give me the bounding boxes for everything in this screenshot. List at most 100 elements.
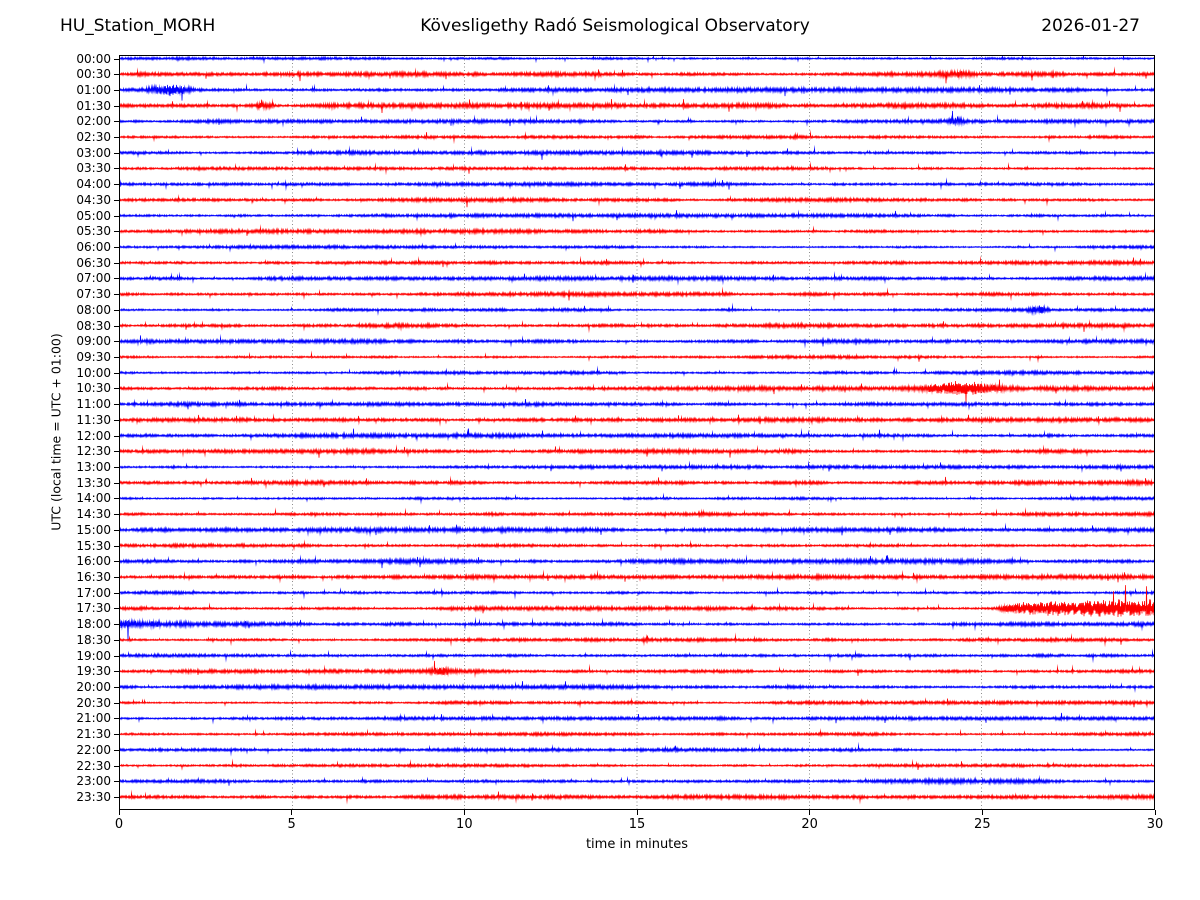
page-title: Kövesligethy Radó Seismological Observat… <box>420 16 810 36</box>
y-tick-label: 18:00 <box>76 617 111 632</box>
x-tick-label: 5 <box>287 817 296 832</box>
y-tick-mark <box>114 718 119 720</box>
y-tick-label: 14:30 <box>76 507 111 522</box>
y-tick-mark <box>114 671 119 673</box>
y-tick-mark <box>114 137 119 139</box>
y-tick-mark <box>114 309 119 311</box>
y-tick-label: 02:00 <box>76 114 111 129</box>
y-tick-label: 07:00 <box>76 271 111 286</box>
x-tick-label: 20 <box>801 817 818 832</box>
y-tick-label: 12:00 <box>76 428 111 443</box>
y-tick-label: 21:00 <box>76 711 111 726</box>
x-tick-mark <box>118 810 120 815</box>
y-tick-mark <box>114 262 119 264</box>
y-tick-label: 16:00 <box>76 554 111 569</box>
y-tick-mark <box>114 89 119 91</box>
y-tick-mark <box>114 765 119 767</box>
x-tick-mark <box>291 810 293 815</box>
y-tick-mark <box>114 702 119 704</box>
date-label: 2026-01-27 <box>1041 16 1140 36</box>
y-tick-label: 15:00 <box>76 522 111 537</box>
x-tick-mark <box>463 810 465 815</box>
y-tick-label: 16:30 <box>76 570 111 585</box>
y-tick-label: 00:00 <box>76 51 111 66</box>
y-tick-mark <box>114 231 119 233</box>
y-tick-label: 04:00 <box>76 177 111 192</box>
y-tick-mark <box>114 561 119 563</box>
y-tick-label: 22:00 <box>76 742 111 757</box>
x-tick-mark <box>1154 810 1156 815</box>
y-tick-mark <box>114 341 119 343</box>
y-tick-label: 10:30 <box>76 381 111 396</box>
y-tick-label: 17:30 <box>76 601 111 616</box>
y-tick-mark <box>114 529 119 531</box>
y-tick-label: 02:30 <box>76 130 111 145</box>
y-tick-label: 01:00 <box>76 82 111 97</box>
y-tick-mark <box>114 121 119 123</box>
y-tick-mark <box>114 655 119 657</box>
y-tick-label: 20:30 <box>76 695 111 710</box>
y-tick-label: 17:00 <box>76 585 111 600</box>
y-tick-label: 19:00 <box>76 648 111 663</box>
y-tick-mark <box>114 482 119 484</box>
y-tick-label: 06:30 <box>76 255 111 270</box>
y-tick-label: 23:00 <box>76 774 111 789</box>
x-tick-label: 30 <box>1146 817 1164 832</box>
y-tick-mark <box>114 388 119 390</box>
y-tick-mark <box>114 372 119 374</box>
y-tick-mark <box>114 325 119 327</box>
y-tick-label: 11:00 <box>76 397 111 412</box>
y-tick-mark <box>114 577 119 579</box>
y-tick-mark <box>114 419 119 421</box>
x-tick-label: 0 <box>114 817 124 832</box>
y-tick-label: 13:00 <box>76 460 111 475</box>
y-tick-label: 22:30 <box>76 758 111 773</box>
y-tick-mark <box>114 215 119 217</box>
plot-frame <box>119 55 1155 810</box>
y-tick-mark <box>114 734 119 736</box>
y-tick-mark <box>114 749 119 751</box>
station-id-label: HU_Station_MORH <box>60 16 216 36</box>
y-tick-mark <box>114 592 119 594</box>
x-tick-label: 10 <box>456 817 473 832</box>
y-tick-mark <box>114 435 119 437</box>
x-axis-label: time in minutes <box>585 837 689 852</box>
y-tick-mark <box>114 168 119 170</box>
y-tick-mark <box>114 278 119 280</box>
y-tick-label: 14:00 <box>76 491 111 506</box>
y-tick-label: 21:30 <box>76 727 111 742</box>
y-tick-mark <box>114 608 119 610</box>
y-tick-label: 08:30 <box>76 318 111 333</box>
y-tick-label: 06:00 <box>76 240 111 255</box>
y-tick-mark <box>114 514 119 516</box>
y-tick-mark <box>114 58 119 60</box>
y-tick-mark <box>114 451 119 453</box>
y-tick-mark <box>114 624 119 626</box>
y-tick-label: 00:30 <box>76 67 111 82</box>
y-tick-mark <box>114 781 119 783</box>
y-tick-label: 15:30 <box>76 538 111 553</box>
y-tick-mark <box>114 545 119 547</box>
y-tick-mark <box>114 247 119 249</box>
y-tick-label: 20:00 <box>76 680 111 694</box>
y-tick-label: 07:30 <box>76 287 111 302</box>
y-tick-mark <box>114 404 119 406</box>
y-tick-mark <box>114 687 119 688</box>
y-tick-label: 05:30 <box>76 224 111 239</box>
y-tick-mark <box>114 498 119 500</box>
x-tick-mark <box>809 810 811 815</box>
x-tick-mark <box>981 810 983 815</box>
x-tick-label: 25 <box>974 817 991 832</box>
y-tick-mark <box>114 294 119 296</box>
y-tick-mark <box>114 199 119 201</box>
y-tick-label: 11:30 <box>76 412 111 427</box>
y-tick-label: 04:30 <box>76 192 111 207</box>
y-tick-label: 12:30 <box>76 444 111 459</box>
y-tick-label: 03:30 <box>76 161 111 176</box>
y-tick-mark <box>114 467 119 469</box>
y-tick-mark <box>114 105 119 107</box>
y-tick-label: 09:00 <box>76 334 111 349</box>
y-tick-mark <box>114 74 119 76</box>
y-tick-label: 05:00 <box>76 208 111 223</box>
